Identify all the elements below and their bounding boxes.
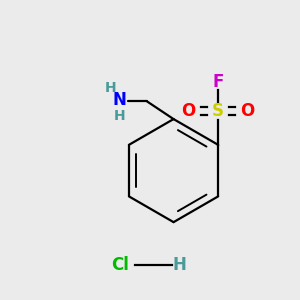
Text: S: S (212, 102, 224, 120)
Text: O: O (241, 102, 255, 120)
Text: F: F (212, 73, 224, 91)
Text: H: H (172, 256, 186, 274)
Text: H: H (104, 81, 116, 95)
Text: H: H (113, 109, 125, 122)
Text: Cl: Cl (112, 256, 130, 274)
Text: N: N (112, 91, 126, 109)
Text: O: O (182, 102, 196, 120)
